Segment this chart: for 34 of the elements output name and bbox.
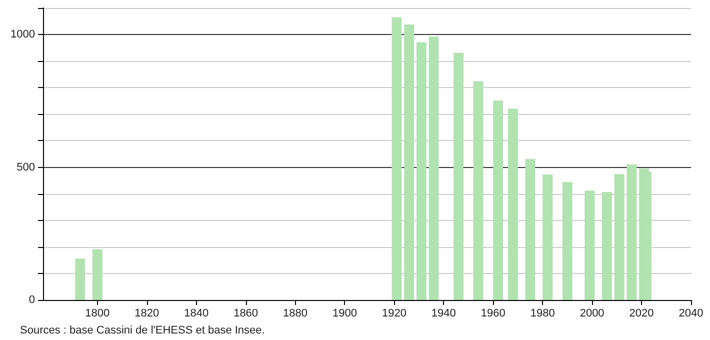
- x-tick-label: 1820: [134, 308, 160, 320]
- bar: [584, 190, 595, 300]
- x-tick-label: 2040: [678, 308, 704, 320]
- bar: [416, 42, 426, 300]
- bar: [542, 174, 552, 300]
- bar: [493, 100, 504, 300]
- x-tick-label: 1800: [85, 308, 110, 320]
- x-tick-label: 1900: [332, 308, 357, 320]
- x-tick-label: 2000: [580, 308, 604, 320]
- bar: [614, 174, 624, 300]
- x-tick-label: 2020: [629, 308, 654, 320]
- bar: [473, 81, 484, 300]
- y-tick-label: 0: [28, 294, 35, 306]
- bar: [562, 182, 572, 300]
- x-tick-label: 1960: [480, 308, 506, 320]
- bar: [508, 108, 518, 300]
- bar: [602, 192, 612, 300]
- bar: [626, 164, 637, 300]
- bar: [404, 24, 414, 300]
- bar: [454, 52, 464, 300]
- x-tick-label: 1880: [283, 308, 308, 320]
- x-tick-label: 1860: [234, 308, 258, 320]
- x-tick-label: 1940: [431, 308, 456, 320]
- bar: [392, 17, 402, 300]
- x-tick-label: 1920: [382, 308, 406, 320]
- source-note: Sources : base Cassini de l'EHESS et base Insee.: [20, 324, 265, 336]
- y-tick-label: 1000: [10, 28, 35, 41]
- bar: [92, 249, 102, 300]
- y-tick-label: 500: [16, 161, 35, 174]
- bar: [75, 258, 86, 300]
- bar: [428, 36, 439, 300]
- x-tick-label: 1840: [184, 308, 209, 320]
- bar: [525, 159, 536, 300]
- x-tick-label: 1980: [530, 308, 555, 320]
